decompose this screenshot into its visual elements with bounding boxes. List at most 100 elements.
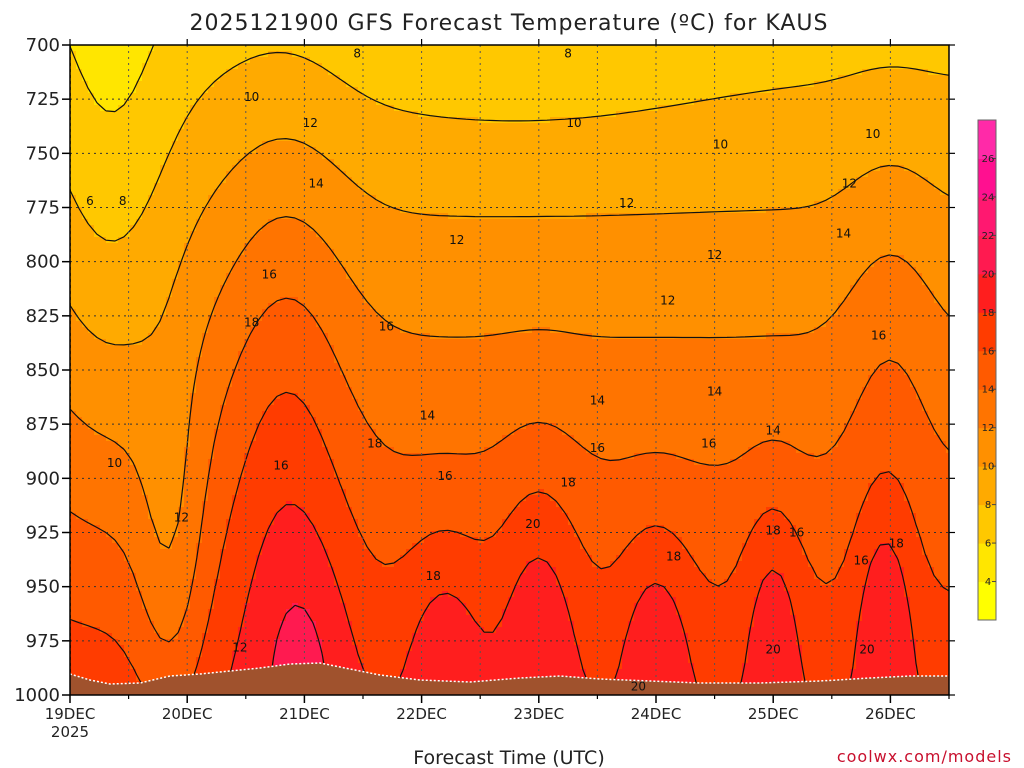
- field-cell: [790, 183, 797, 190]
- field-cell: [604, 75, 611, 82]
- field-cell: [286, 123, 293, 130]
- field-cell: [160, 63, 167, 70]
- field-cell: [520, 45, 527, 52]
- field-cell: [640, 219, 647, 226]
- field-cell: [454, 93, 461, 100]
- field-cell: [478, 237, 485, 244]
- field-cell: [790, 147, 797, 154]
- field-cell: [400, 117, 407, 124]
- field-cell: [580, 201, 587, 208]
- field-cell: [718, 81, 725, 88]
- field-cell: [904, 51, 911, 58]
- field-cell: [802, 141, 809, 148]
- field-cell: [178, 237, 185, 244]
- field-cell: [502, 105, 509, 112]
- field-cell: [934, 93, 941, 100]
- field-cell: [106, 231, 113, 238]
- field-cell: [568, 165, 575, 172]
- field-cell: [226, 147, 233, 154]
- field-cell: [586, 141, 593, 148]
- field-cell: [298, 81, 305, 88]
- field-cell: [316, 69, 323, 76]
- field-cell: [298, 243, 305, 250]
- field-cell: [328, 93, 335, 100]
- field-cell: [826, 51, 833, 58]
- field-cell: [460, 117, 467, 124]
- field-cell: [760, 57, 767, 64]
- field-cell: [556, 207, 563, 214]
- field-cell: [508, 195, 515, 202]
- field-cell: [88, 195, 95, 202]
- field-cell: [358, 153, 365, 160]
- field-cell: [88, 165, 95, 172]
- field-cell: [922, 231, 929, 238]
- field-cell: [172, 183, 179, 190]
- field-cell: [634, 111, 641, 118]
- field-cell: [310, 237, 317, 244]
- field-cell: [760, 183, 767, 190]
- field-cell: [688, 159, 695, 166]
- field-cell: [670, 147, 677, 154]
- field-cell: [868, 195, 875, 202]
- field-cell: [790, 45, 797, 52]
- field-cell: [490, 81, 497, 88]
- field-cell: [226, 195, 233, 202]
- field-cell: [118, 243, 125, 250]
- field-cell: [514, 69, 521, 76]
- field-cell: [358, 147, 365, 154]
- field-cell: [94, 147, 101, 154]
- field-cell: [430, 237, 437, 244]
- field-cell: [640, 45, 647, 52]
- field-cell: [784, 45, 791, 52]
- field-cell: [772, 93, 779, 100]
- field-cell: [616, 57, 623, 64]
- field-cell: [214, 111, 221, 118]
- field-cell: [598, 99, 605, 106]
- field-cell: [292, 117, 299, 124]
- field-cell: [472, 177, 479, 184]
- field-cell: [790, 57, 797, 64]
- field-cell: [694, 129, 701, 136]
- field-cell: [538, 183, 545, 190]
- field-cell: [574, 189, 581, 196]
- field-cell: [880, 201, 887, 208]
- field-cell: [232, 201, 239, 208]
- field-cell: [556, 189, 563, 196]
- field-cell: [460, 129, 467, 136]
- field-cell: [862, 87, 869, 94]
- field-cell: [388, 45, 395, 52]
- field-cell: [520, 111, 527, 118]
- field-cell: [418, 219, 425, 226]
- field-cell: [220, 195, 227, 202]
- field-cell: [88, 87, 95, 94]
- field-cell: [250, 195, 257, 202]
- field-cell: [88, 57, 95, 64]
- field-cell: [568, 219, 575, 226]
- field-cell: [820, 177, 827, 184]
- field-cell: [640, 105, 647, 112]
- field-cell: [886, 195, 893, 202]
- field-cell: [460, 105, 467, 112]
- field-cell: [424, 231, 431, 238]
- field-cell: [376, 93, 383, 100]
- field-cell: [358, 99, 365, 106]
- field-cell: [562, 87, 569, 94]
- field-cell: [790, 51, 797, 58]
- field-cell: [556, 135, 563, 142]
- field-cell: [250, 153, 257, 160]
- field-cell: [412, 87, 419, 94]
- field-cell: [568, 129, 575, 136]
- field-cell: [742, 159, 749, 166]
- field-cell: [778, 201, 785, 208]
- field-cell: [844, 201, 851, 208]
- field-cell: [196, 57, 203, 64]
- field-cell: [898, 87, 905, 94]
- field-cell: [634, 183, 641, 190]
- field-cell: [814, 123, 821, 130]
- field-cell: [82, 57, 89, 64]
- field-cell: [574, 111, 581, 118]
- field-cell: [940, 63, 947, 70]
- field-cell: [490, 93, 497, 100]
- field-cell: [322, 81, 329, 88]
- field-cell: [442, 63, 449, 70]
